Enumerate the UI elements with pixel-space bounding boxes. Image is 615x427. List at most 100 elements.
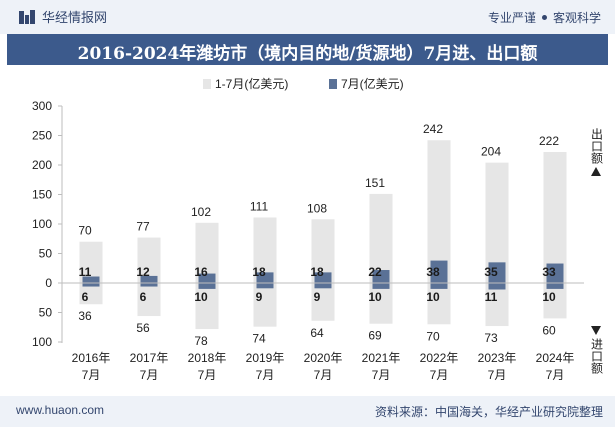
y-tick-label: 50 (39, 306, 53, 320)
y-tick-label: 150 (32, 188, 52, 202)
bullet-icon (541, 15, 547, 20)
x-tick-label: 2020年 (304, 351, 343, 365)
data-label-import-monthly: 9 (314, 290, 321, 304)
brand-name: 华经情报网 (42, 10, 108, 25)
export-label-text: 出口额 (589, 128, 604, 164)
bar-import-cumulative (195, 283, 219, 330)
x-tick-label: 7月 (372, 368, 391, 382)
data-label-import-monthly: 6 (82, 290, 89, 304)
x-tick-label: 7月 (256, 368, 275, 382)
bar-import-cumulative (79, 283, 103, 305)
data-label-export-cumulative: 111 (250, 200, 269, 214)
data-label-export-cumulative: 102 (191, 205, 211, 219)
y-tick-label: 0 (45, 276, 52, 290)
x-tick-label: 7月 (82, 368, 101, 382)
bar-import-monthly (82, 283, 100, 287)
bar-export-monthly (198, 273, 216, 283)
data-label-export-monthly: 33 (542, 265, 556, 279)
data-label-export-monthly: 16 (194, 265, 208, 279)
bar-import-cumulative (311, 283, 335, 321)
bar-import-monthly (314, 283, 332, 289)
bar-export-monthly (256, 272, 274, 283)
tag-professional: 专业严谨 (487, 11, 536, 25)
bar-export-monthly (314, 272, 332, 283)
bar-import-monthly (256, 283, 274, 289)
bar-import-monthly (546, 283, 564, 289)
bar-import-cumulative (137, 283, 161, 317)
x-tick-label: 7月 (488, 368, 507, 382)
data-label-import-monthly: 10 (368, 290, 382, 304)
legend-label-cumulative: 1-7月(亿美元) (215, 76, 288, 91)
data-label-export-cumulative: 108 (307, 201, 327, 215)
bar-import-cumulative (543, 283, 567, 319)
export-axis-label: 出口额 (586, 128, 606, 176)
bar-import-monthly (198, 283, 216, 289)
data-label-export-cumulative: 70 (78, 224, 92, 238)
tag-objective: 客观科学 (552, 11, 601, 25)
data-label-export-monthly: 22 (368, 265, 382, 279)
y-tick-label: 200 (32, 158, 52, 172)
bar-export-monthly (488, 262, 506, 283)
up-arrow-icon (591, 167, 601, 176)
bar-export-cumulative (253, 217, 277, 283)
data-label-export-monthly: 18 (310, 265, 324, 279)
bar-export-cumulative (195, 222, 219, 283)
data-label-export-monthly: 11 (79, 265, 92, 279)
legend-swatch-monthly (329, 79, 337, 89)
data-label-import-cumulative: 64 (310, 326, 324, 340)
data-label-export-monthly: 18 (252, 265, 266, 279)
bar-import-cumulative (485, 283, 509, 327)
bar-export-monthly (140, 275, 158, 283)
data-label-import-cumulative: 60 (542, 323, 556, 337)
x-tick-label: 7月 (198, 368, 217, 382)
x-tick-label: 2017年 (130, 351, 169, 365)
bar-export-monthly (372, 270, 390, 283)
bar-export-cumulative (369, 193, 393, 283)
bar-export-monthly (82, 276, 100, 283)
legend-swatch-cumulative (203, 79, 211, 89)
bar-export-cumulative (137, 237, 161, 283)
top-bar: 华经情报网 专业严谨 客观科学 (0, 0, 615, 34)
x-tick-label: 2023年 (478, 351, 517, 365)
source-note: 资料来源：中国海关，华经产业研究院整理 (374, 405, 603, 419)
y-tick-label: 50 (39, 247, 53, 261)
data-label-import-monthly: 10 (542, 290, 556, 304)
data-label-import-monthly: 9 (256, 290, 263, 304)
x-tick-label: 7月 (314, 368, 333, 382)
brand: 华经情报网 (18, 7, 107, 26)
bar-import-monthly (488, 283, 506, 290)
bar-import-monthly (140, 283, 158, 287)
data-label-import-monthly: 10 (426, 290, 440, 304)
bar-export-cumulative (543, 152, 567, 283)
legend-label-monthly: 7月(亿美元) (341, 76, 404, 91)
data-label-export-monthly: 38 (426, 265, 440, 279)
data-label-export-monthly: 35 (484, 265, 498, 279)
down-arrow-icon (591, 326, 601, 335)
bar-import-monthly (372, 283, 390, 289)
bar-import-cumulative (427, 283, 451, 325)
import-axis-label: 进口额 (586, 326, 606, 374)
x-tick-label: 2019年 (246, 351, 285, 365)
data-label-import-cumulative: 78 (194, 334, 208, 348)
title-bar: 2016-2024年潍坊市（境内目的地/货源地）7月进、出口额 (7, 34, 608, 65)
bar-export-cumulative (427, 140, 451, 283)
x-tick-label: 2018年 (188, 351, 227, 365)
data-label-import-cumulative: 70 (426, 329, 440, 343)
bar-import-cumulative (253, 283, 277, 327)
tagline: 专业严谨 客观科学 (488, 9, 601, 26)
y-tick-label: 250 (32, 129, 52, 143)
x-tick-label: 2021年 (362, 351, 401, 365)
data-label-import-monthly: 10 (194, 290, 208, 304)
website-link[interactable]: www.huaon.com (16, 403, 105, 417)
bar-import-monthly (430, 283, 448, 289)
bar-export-cumulative (311, 219, 335, 283)
x-tick-label: 7月 (546, 368, 565, 382)
x-tick-label: 7月 (140, 368, 159, 382)
x-tick-label: 2024年 (536, 351, 575, 365)
data-label-export-cumulative: 222 (539, 134, 559, 148)
data-label-import-cumulative: 73 (484, 331, 498, 345)
footer: www.huaon.com 资料来源：中国海关，华经产业研究院整理 (0, 396, 615, 427)
bar-export-cumulative (79, 241, 103, 283)
y-tick-label: 300 (32, 99, 52, 113)
